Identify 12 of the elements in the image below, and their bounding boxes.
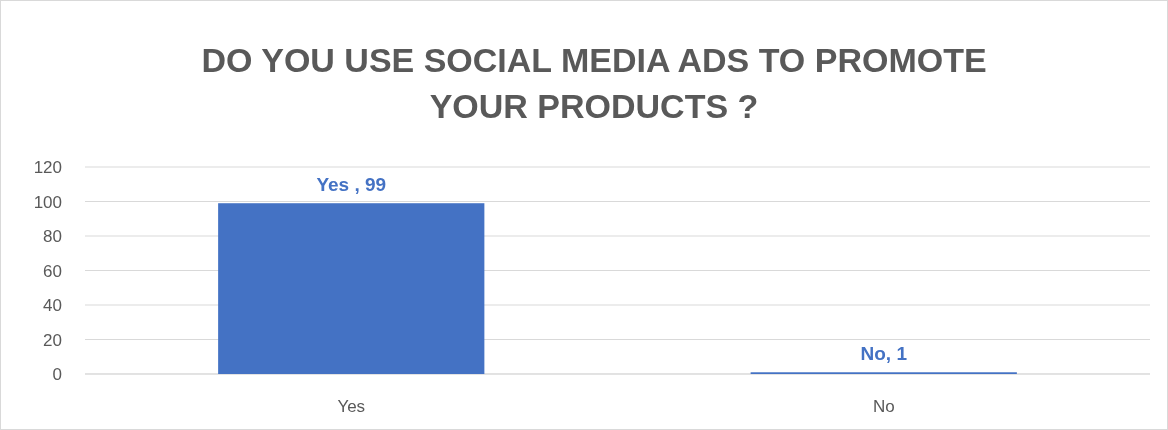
y-tick-label: 20 (43, 330, 62, 350)
y-tick-label: 120 (33, 158, 62, 177)
y-tick-label: 0 (52, 365, 62, 384)
y-tick-label: 60 (43, 261, 62, 281)
data-label: Yes , 99 (316, 174, 387, 196)
y-tick-label: 80 (43, 227, 62, 246)
y-tick-label: 100 (33, 192, 62, 212)
data-label: No, 1 (860, 343, 908, 365)
y-tick-label: 40 (43, 296, 62, 315)
chart-title: DO YOU USE SOCIAL MEDIA ADS TO PROMOTE YOUR PRODUCTS ? (201, 41, 987, 125)
x-tick-label: Yes (337, 397, 366, 416)
x-tick-label: No (872, 397, 895, 416)
